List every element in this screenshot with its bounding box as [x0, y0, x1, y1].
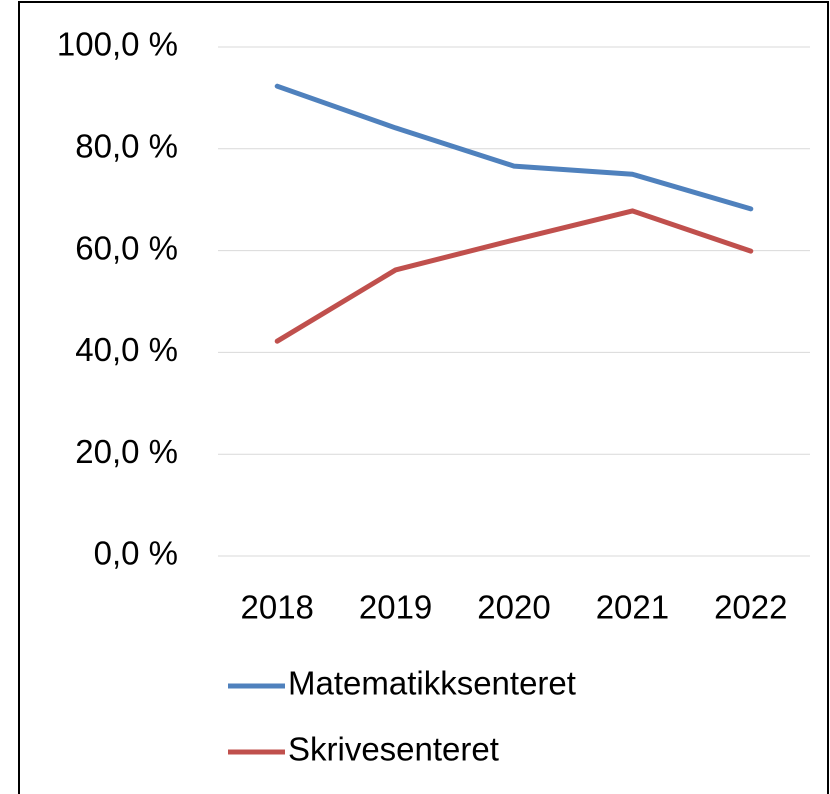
x-tick-label: 2019 [359, 589, 432, 626]
y-tick-label: 20,0 % [75, 433, 178, 470]
x-tick-label: 2020 [477, 589, 550, 626]
legend-label: Skrivesenteret [288, 731, 499, 768]
x-tick-label: 2021 [596, 589, 669, 626]
y-tick-label: 40,0 % [75, 331, 178, 368]
chart-border [18, 1, 829, 794]
legend-label: Matematikksenteret [288, 665, 576, 702]
x-tick-label: 2022 [714, 589, 787, 626]
y-tick-label: 100,0 % [57, 26, 178, 63]
y-tick-label: 80,0 % [75, 128, 178, 165]
series-line [274, 208, 754, 344]
y-tick-label: 60,0 % [75, 229, 178, 266]
series-line [274, 83, 754, 212]
y-tick-label: 0,0 % [94, 535, 178, 572]
x-tick-label: 2018 [240, 589, 313, 626]
